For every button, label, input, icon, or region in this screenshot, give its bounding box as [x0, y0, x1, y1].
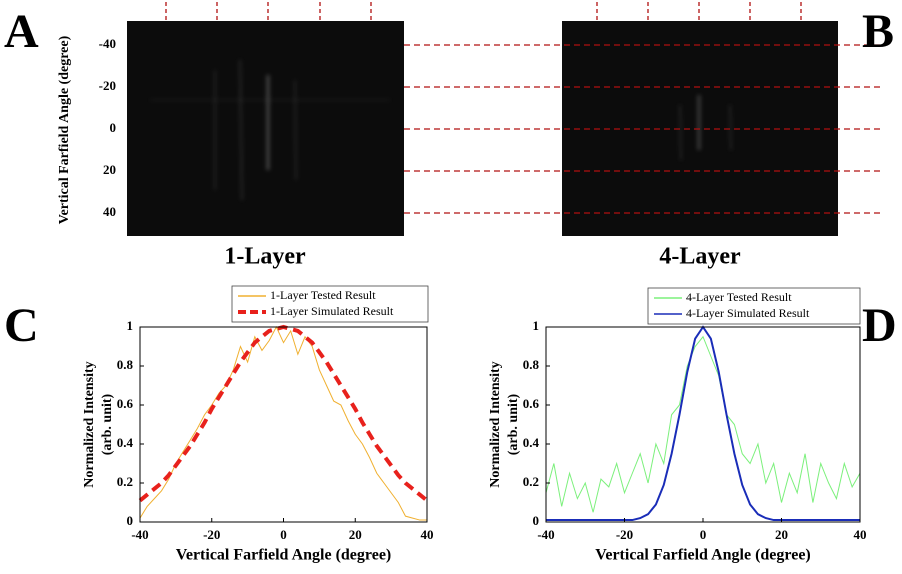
- y-tick-label: 0.8: [117, 357, 134, 372]
- y-tick-label: 0.6: [523, 396, 540, 411]
- data-line: [546, 325, 860, 522]
- y-axis-label: (arb. unit): [506, 393, 521, 455]
- x-tick-label: -40: [131, 527, 148, 542]
- y-tick-label: 0: [127, 513, 134, 528]
- x-tick-label: -20: [616, 527, 633, 542]
- y-tick-label: 0: [533, 513, 540, 528]
- x-tick-label: -40: [537, 527, 554, 542]
- x-tick-label: 40: [421, 527, 434, 542]
- legend-box: [647, 287, 861, 325]
- x-axis-label: Vertical Farfield Angle (degree): [595, 547, 811, 564]
- y-tick-label: 0.4: [117, 435, 134, 450]
- x-axis-label: Vertical Farfield Angle (degree): [176, 547, 392, 564]
- panel-letter: C: [4, 299, 39, 352]
- legend: 1-Layer Tested Result 1-Layer Simulated R…: [231, 285, 429, 323]
- x-tick-label: -20: [203, 527, 220, 542]
- image-y-tick-label: 40: [103, 204, 116, 219]
- y-tick-label: 0.6: [117, 396, 134, 411]
- legend: 4-Layer Tested Result 4-Layer Simulated R…: [647, 287, 861, 325]
- y-axis-label: Normalized Intensity: [488, 361, 503, 487]
- vertical-guides: [165, 2, 802, 21]
- image-y-tick-label: 20: [103, 162, 116, 177]
- legend-label: 1-Layer Simulated Result: [270, 304, 394, 318]
- y-axis-label: (arb. unit): [100, 393, 115, 455]
- image-y-tick-label: -20: [99, 78, 116, 93]
- image-background: [127, 21, 404, 236]
- x-tick-label: 20: [775, 527, 788, 542]
- farfield-image-a: [127, 21, 404, 236]
- y-tick-label: 0.2: [117, 474, 133, 489]
- panel-letter: B: [862, 5, 894, 58]
- panel-letter: D: [862, 299, 897, 352]
- legend-label: 4-Layer Simulated Result: [686, 306, 810, 320]
- x-tick-label: 0: [700, 527, 707, 542]
- legend-box: [231, 285, 429, 323]
- y-axis-label: Normalized Intensity: [82, 361, 97, 487]
- x-tick-label: 20: [349, 527, 362, 542]
- x-tick-label: 40: [854, 527, 867, 542]
- y-tick-label: 0.2: [523, 474, 539, 489]
- panel-letter: A: [4, 5, 39, 58]
- legend-label: 1-Layer Tested Result: [270, 288, 376, 302]
- y-tick-label: 1: [533, 318, 540, 333]
- data-line: [138, 324, 429, 503]
- x-tick-label: 0: [280, 527, 287, 542]
- image-y-tick-label: -40: [99, 36, 116, 51]
- image-y-tick-label: 0: [110, 120, 117, 135]
- image-caption: 1-Layer: [224, 244, 306, 270]
- data-line: [139, 325, 427, 521]
- y-tick-label: 1: [127, 318, 134, 333]
- y-tick-label: 0.4: [523, 435, 540, 450]
- axes-box: [545, 326, 861, 523]
- axes-box: [139, 326, 428, 523]
- y-tick-label: 0.8: [523, 357, 540, 372]
- image-caption: 4-Layer: [659, 244, 741, 270]
- image-y-label: Vertical Farfield Angle (degree): [57, 35, 72, 224]
- data-line: [545, 335, 861, 513]
- legend-label: 4-Layer Tested Result: [686, 290, 792, 304]
